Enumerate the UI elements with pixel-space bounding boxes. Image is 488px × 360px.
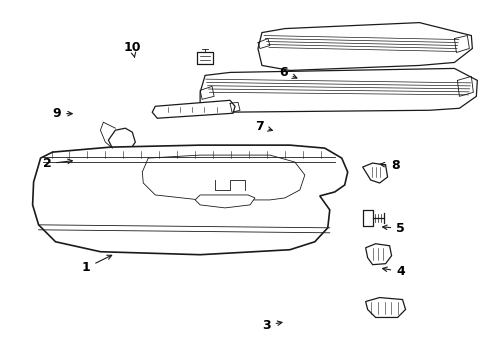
Text: 1: 1 <box>81 255 111 274</box>
Polygon shape <box>108 128 135 153</box>
Text: 3: 3 <box>262 319 282 332</box>
Polygon shape <box>365 298 405 318</box>
Text: 9: 9 <box>52 107 72 120</box>
Polygon shape <box>200 68 476 112</box>
Polygon shape <box>142 155 304 200</box>
Text: 4: 4 <box>382 265 404 278</box>
Text: 2: 2 <box>42 157 72 170</box>
Polygon shape <box>362 163 387 183</box>
Text: 10: 10 <box>123 41 141 57</box>
Text: 5: 5 <box>382 222 404 235</box>
Polygon shape <box>152 100 235 118</box>
Polygon shape <box>195 195 254 208</box>
Text: 7: 7 <box>254 120 272 133</box>
Polygon shape <box>258 23 471 71</box>
Polygon shape <box>33 145 347 255</box>
Text: 8: 8 <box>379 159 399 172</box>
Polygon shape <box>365 244 391 265</box>
Text: 6: 6 <box>279 66 296 79</box>
